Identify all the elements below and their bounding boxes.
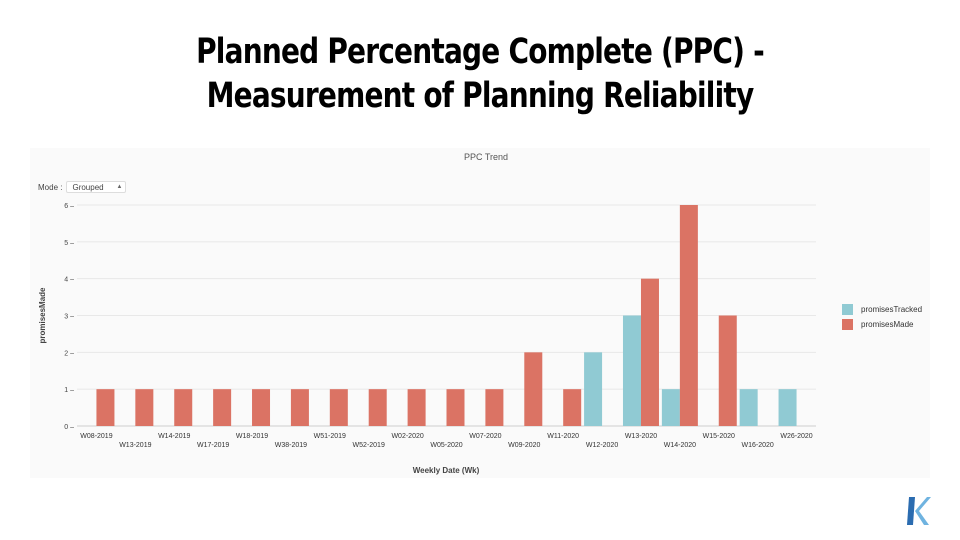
y-tick-label: 1 – [64, 387, 74, 394]
x-tick-label: W14-2020 [664, 442, 696, 449]
bar-promisesTracked[interactable] [661, 389, 680, 426]
bar-promisesMade[interactable] [407, 389, 426, 426]
y-tick-label: 3 – [64, 314, 74, 321]
bar-promisesMade[interactable] [524, 352, 543, 426]
bar-promisesMade[interactable] [679, 205, 698, 426]
x-tick-label: W11-2020 [547, 433, 579, 440]
chart-title: PPC Trend [464, 152, 508, 162]
legend-label-promises-tracked: promisesTracked [861, 305, 923, 314]
x-tick-label: W26-2020 [780, 433, 812, 440]
bar-promisesTracked[interactable] [622, 315, 641, 427]
x-tick-label: W07-2020 [469, 433, 501, 440]
x-tick-label: W09-2020 [508, 442, 540, 449]
k-logo-icon [907, 497, 931, 525]
grid-lines [77, 204, 816, 427]
y-tick-label: 4 – [64, 277, 74, 284]
slide-title-line-2: Measurement of Planning Reliability [206, 76, 755, 116]
x-tick-label: W13-2019 [119, 442, 151, 449]
bar-promisesTracked[interactable] [739, 389, 758, 426]
y-tick-label: 2 – [64, 350, 74, 357]
x-tick-label: W02-2020 [391, 433, 423, 440]
y-tick-label: 6 – [64, 203, 74, 210]
bar-promisesMade[interactable] [290, 389, 309, 426]
bar-promisesMade[interactable] [563, 389, 582, 426]
x-axis-label: Weekly Date (Wk) [413, 466, 480, 475]
x-tick-label: W13-2020 [625, 433, 657, 440]
bar-promisesTracked[interactable] [778, 389, 797, 426]
x-tick-label: W05-2020 [430, 442, 462, 449]
x-tick-label: W52-2019 [353, 442, 385, 449]
legend-swatch-promises-made [842, 319, 853, 330]
updown-arrows-icon: ▲ [116, 184, 123, 190]
x-tick-label: W15-2020 [703, 433, 735, 440]
legend-label-promises-made: promisesMade [861, 320, 914, 329]
bar-promisesMade[interactable] [446, 389, 465, 426]
mode-select-value: Grouped [72, 182, 104, 192]
chart-card: PPC Trend 0 – 1 – 2 – 3 – 4 – 5 – 6 – W08-2019… [30, 148, 930, 478]
y-axis-ticks: 0 – 1 – 2 – 3 – 4 – 5 – 6 – [64, 203, 74, 431]
x-tick-label: W38-2019 [275, 442, 307, 449]
legend-swatch-promises-tracked [842, 304, 853, 315]
bars [96, 205, 797, 427]
x-tick-label: W17-2019 [197, 442, 229, 449]
bar-promisesMade[interactable] [96, 389, 115, 426]
chart-legend: promisesTracked promisesMade [842, 302, 922, 332]
bar-promisesMade[interactable] [718, 315, 737, 427]
bar-promisesMade[interactable] [213, 389, 232, 426]
bar-promisesMade[interactable] [135, 389, 154, 426]
bar-promisesTracked[interactable] [584, 352, 603, 426]
bar-promisesMade[interactable] [640, 278, 659, 426]
x-tick-label: W18-2019 [236, 433, 268, 440]
y-axis-label: promisesMade [38, 287, 47, 344]
bar-promisesMade[interactable] [252, 389, 271, 426]
slide-title: Planned Percentage Complete (PPC) - Meas… [96, 30, 864, 118]
y-tick-label: 5 – [64, 240, 74, 247]
x-tick-label: W16-2020 [742, 442, 774, 449]
bar-promisesMade[interactable] [174, 389, 193, 426]
y-tick-label: 0 – [64, 424, 74, 431]
slide-title-line-1: Planned Percentage Complete (PPC) - [196, 32, 765, 72]
bar-promisesMade[interactable] [485, 389, 504, 426]
mode-label: Mode : [38, 182, 63, 192]
bar-promisesMade[interactable] [329, 389, 348, 426]
legend-item-promises-made[interactable]: promisesMade [842, 317, 922, 332]
x-axis-ticks: W08-2019 W13-2019 W14-2019 W17-2019 W18-2019… [80, 433, 813, 449]
x-tick-label: W51-2019 [314, 433, 346, 440]
legend-item-promises-tracked[interactable]: promisesTracked [842, 302, 922, 317]
mode-select[interactable]: Grouped ▲ [66, 181, 127, 193]
ppc-trend-chart: PPC Trend 0 – 1 – 2 – 3 – 4 – 5 – 6 – W08-2019… [38, 152, 816, 475]
bar-promisesMade[interactable] [368, 389, 387, 426]
x-tick-label: W08-2019 [80, 433, 112, 440]
x-tick-label: W12-2020 [586, 442, 618, 449]
x-tick-label: W14-2019 [158, 433, 190, 440]
mode-control: Mode : Grouped ▲ [38, 181, 127, 193]
